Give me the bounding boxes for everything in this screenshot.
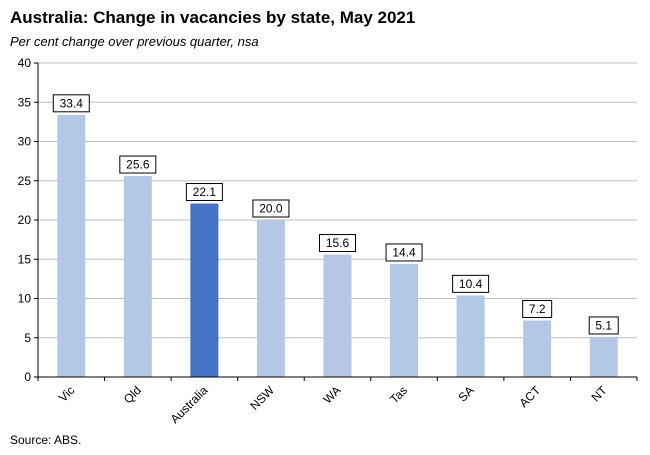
category-label: Qld	[121, 383, 144, 406]
data-label-box	[588, 316, 619, 335]
category-label: SA	[456, 383, 477, 404]
y-tick-label: 15	[18, 252, 32, 266]
data-label-box	[385, 243, 423, 262]
data-label: 33.4	[60, 96, 84, 110]
bars	[57, 114, 618, 377]
data-label: 7.2	[529, 302, 546, 316]
data-labels: 33.4 25.6 22.1 20.0 15.6 14.4 10.4 7.2 5.1	[52, 94, 619, 335]
bar-tas	[390, 263, 419, 377]
y-tick-label: 20	[18, 213, 32, 227]
x-axis-categories: Vic Qld Australia NSW WA Tas SA ACT NT	[37, 377, 638, 426]
data-label: 25.6	[126, 158, 150, 172]
y-tick-label: 30	[18, 135, 32, 149]
data-label: 5.1	[595, 318, 612, 332]
chart-subtitle: Per cent change over previous quarter, n…	[10, 34, 259, 49]
data-label: 20.0	[259, 202, 283, 216]
y-tick-label: 35	[18, 95, 32, 109]
data-label: 22.1	[193, 185, 217, 199]
y-tick-label: 0	[24, 370, 31, 384]
category-label: Australia	[168, 383, 211, 426]
data-label-box	[119, 155, 157, 174]
bar-nt	[589, 336, 618, 377]
category-label: Vic	[56, 383, 78, 405]
bar-sa	[456, 295, 485, 377]
bar-qld	[123, 176, 152, 377]
data-label-box	[185, 183, 223, 202]
data-label-box	[452, 274, 490, 293]
source-note: Source: ABS.	[10, 433, 82, 447]
data-label: 10.4	[459, 277, 483, 291]
category-label: NT	[589, 383, 611, 405]
data-label-box	[252, 199, 290, 218]
bar-act	[523, 320, 552, 377]
data-label-box	[52, 94, 90, 113]
category-label: ACT	[516, 383, 543, 410]
category-label: WA	[320, 383, 343, 406]
y-tick-label: 10	[18, 292, 32, 306]
data-label: 15.6	[326, 236, 350, 250]
category-label: Tas	[387, 383, 410, 406]
chart-title: Australia: Change in vacancies by state,…	[10, 8, 416, 27]
data-label-box	[522, 299, 553, 318]
data-label-box	[319, 234, 356, 253]
bar-vic	[57, 114, 86, 377]
category-label: NSW	[247, 383, 277, 413]
bar-australia	[190, 203, 219, 377]
y-tick-label: 40	[18, 56, 32, 70]
y-tick-label: 5	[24, 331, 31, 345]
bar-nsw	[256, 220, 285, 377]
bar-wa	[323, 254, 352, 377]
data-label: 14.4	[392, 245, 416, 259]
y-axis-ticks: 0 5 10 15 20 25 30 35 40	[18, 56, 38, 384]
y-tick-label: 25	[18, 174, 32, 188]
